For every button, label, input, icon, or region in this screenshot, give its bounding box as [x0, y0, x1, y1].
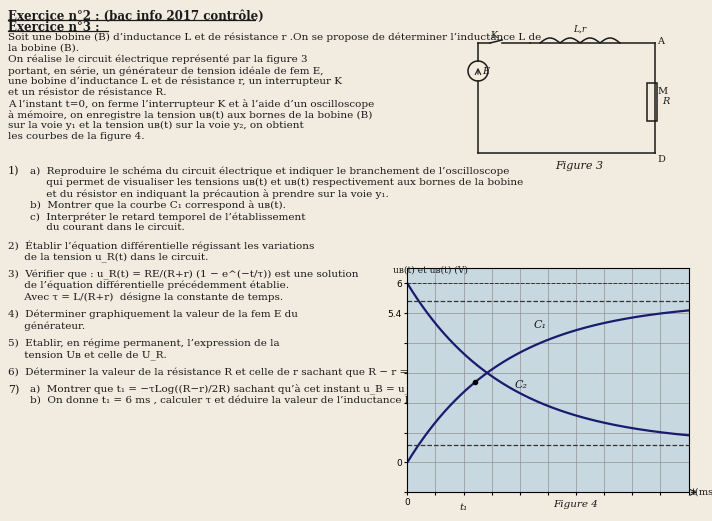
- Text: 1): 1): [8, 166, 19, 176]
- Text: du courant dans le circuit.: du courant dans le circuit.: [30, 224, 184, 232]
- Text: A: A: [657, 36, 664, 45]
- Text: K: K: [491, 31, 498, 40]
- Text: 2)  Établir l’équation différentielle régissant les variations: 2) Établir l’équation différentielle rég…: [8, 241, 315, 251]
- Text: et du résistor en indiquant la précaution à prendre sur la voie y₁.: et du résistor en indiquant la précautio…: [30, 189, 389, 199]
- Text: a)  Montrer que t₁ = −τLog((R−r)/2R) sachant qu’à cet instant u_B = u_R.: a) Montrer que t₁ = −τLog((R−r)/2R) sach…: [30, 384, 421, 395]
- Text: les courbes de la figure 4.: les courbes de la figure 4.: [8, 132, 145, 141]
- Text: 3)  Vérifier que : u_R(t) = RE/(R+r) (1 − e^(−t/τ)) est une solution: 3) Vérifier que : u_R(t) = RE/(R+r) (1 −…: [8, 269, 359, 280]
- Text: Soit une bobine (B) d’inductance L et de résistance r .On se propose de détermin: Soit une bobine (B) d’inductance L et de…: [8, 33, 541, 43]
- Text: 5)  Etablir, en régime permanent, l’expression de la: 5) Etablir, en régime permanent, l’expre…: [8, 339, 280, 348]
- Text: générateur.: générateur.: [8, 321, 85, 331]
- Text: b)  Montrer que la courbe C₁ correspond à uʙ(t).: b) Montrer que la courbe C₁ correspond à…: [30, 201, 286, 210]
- Text: L,r: L,r: [573, 25, 587, 34]
- Text: C₂: C₂: [514, 380, 527, 390]
- Text: sur la voie y₁ et la tension uʙ(t) sur la voie y₂, on obtient: sur la voie y₁ et la tension uʙ(t) sur l…: [8, 121, 304, 130]
- Text: 6)  Déterminer la valeur de la résistance R et celle de r sachant que R − r = 80: 6) Déterminer la valeur de la résistance…: [8, 367, 440, 377]
- Text: C₁: C₁: [534, 320, 547, 330]
- Text: 4)  Déterminer graphiquement la valeur de la fem E du: 4) Déterminer graphiquement la valeur de…: [8, 310, 298, 319]
- Text: Figure 4: Figure 4: [553, 500, 599, 510]
- Text: Exercice n°2 : (bac info 2017 contrôle): Exercice n°2 : (bac info 2017 contrôle): [8, 10, 263, 23]
- Text: de la tension u_R(t) dans le circuit.: de la tension u_R(t) dans le circuit.: [8, 252, 209, 262]
- Text: une bobine d’inductance L et de résistance r, un interrupteur K: une bobine d’inductance L et de résistan…: [8, 77, 342, 86]
- Text: c)  Interpréter le retard temporel de l’établissement: c) Interpréter le retard temporel de l’é…: [30, 212, 305, 221]
- Text: M: M: [657, 86, 667, 95]
- Text: la bobine (B).: la bobine (B).: [8, 44, 79, 53]
- Text: a)  Reproduire le schéma du circuit électrique et indiquer le branchement de l’o: a) Reproduire le schéma du circuit élect…: [30, 166, 509, 176]
- Text: Exercice n°3 :: Exercice n°3 :: [8, 21, 100, 34]
- Text: On réalise le circuit électrique représenté par la figure 3: On réalise le circuit électrique représe…: [8, 55, 308, 65]
- Text: qui permet de visualiser les tensions uʙ(t) et uʙ(t) respectivement aux bornes d: qui permet de visualiser les tensions uʙ…: [30, 178, 523, 187]
- Text: Avec τ = L/(R+r)  désigne la constante de temps.: Avec τ = L/(R+r) désigne la constante de…: [8, 292, 283, 302]
- Text: R: R: [662, 97, 669, 106]
- Text: à mémoire, on enregistre la tension uʙ(t) aux bornes de la bobine (B): à mémoire, on enregistre la tension uʙ(t…: [8, 110, 372, 120]
- Text: tension Uʙ et celle de U_R.: tension Uʙ et celle de U_R.: [8, 350, 167, 359]
- Text: et un résistor de résistance R.: et un résistor de résistance R.: [8, 88, 167, 97]
- Text: A l’instant t=0, on ferme l’interrupteur K et à l’aide d’un oscilloscope: A l’instant t=0, on ferme l’interrupteur…: [8, 99, 375, 109]
- Text: uʙ(t) et uʙ(t) (V): uʙ(t) et uʙ(t) (V): [393, 265, 468, 274]
- Text: E: E: [482, 67, 489, 76]
- Text: t(ms): t(ms): [691, 488, 712, 497]
- Text: b)  On donne t₁ = 6 ms , calculer τ et déduire la valeur de l’inductance L.: b) On donne t₁ = 6 ms , calculer τ et dé…: [30, 396, 415, 405]
- Text: 7): 7): [8, 384, 19, 395]
- Text: t₁: t₁: [459, 503, 468, 512]
- Text: de l’équation différentielle précédemment établie.: de l’équation différentielle précédemmen…: [8, 281, 289, 291]
- Text: Figure 3: Figure 3: [555, 161, 603, 171]
- Text: D: D: [657, 155, 665, 164]
- Text: portant, en série, un générateur de tension idéale de fem E,: portant, en série, un générateur de tens…: [8, 66, 323, 76]
